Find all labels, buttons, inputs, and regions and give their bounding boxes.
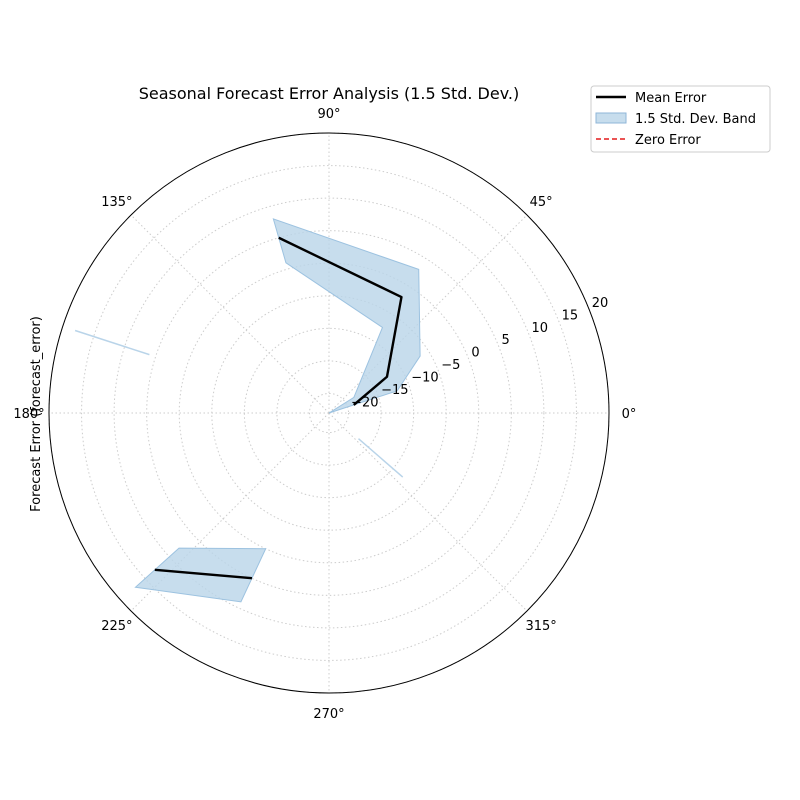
angle-tick-label: 0° [622, 407, 637, 422]
angle-tick-label: 180° [13, 407, 44, 422]
chart-title: Seasonal Forecast Error Analysis (1.5 St… [139, 84, 520, 103]
radial-tick-label: −15 [381, 383, 408, 398]
radial-tick-label: 0 [471, 346, 479, 361]
std-dev-band-sliver-1 [357, 438, 404, 478]
legend-label-mean-error: Mean Error [635, 91, 707, 106]
radial-grid-circle-0 [308, 392, 350, 434]
radial-tick-label: −10 [411, 371, 438, 386]
legend-label-std-band: 1.5 Std. Dev. Band [635, 112, 756, 127]
mean-error-line-segment-2 [154, 568, 253, 580]
radial-grid-circle-5 [146, 230, 512, 596]
legend-frame [590, 85, 771, 153]
polar-frame [48, 132, 610, 694]
radial-tick-label: 10 [532, 321, 549, 336]
angular-grid-spoke-7 [328, 412, 528, 612]
legend-label-zero-error: Zero Error [635, 133, 701, 148]
angle-tick-label: 90° [317, 107, 340, 122]
radial-tick-label: 15 [562, 308, 579, 323]
angular-grid-spoke-1 [328, 214, 528, 414]
radial-tick-label: −5 [441, 358, 460, 373]
radial-grid-circle-6 [113, 197, 545, 629]
mean-error-line-segment-1 [278, 236, 403, 406]
radial-tick-label: −20 [351, 396, 378, 411]
radial-tick-label: 20 [592, 296, 609, 311]
radial-tick-label: 5 [501, 333, 509, 348]
std-dev-band-sliver-0 [74, 329, 150, 356]
std-dev-band-segment-1 [272, 218, 421, 414]
tick-label-layer: 0° 45° 90° 135° 180° 225° 270° 315° −20−15−10−5 0… [13, 107, 636, 722]
angular-grid-spoke-3 [130, 214, 330, 414]
y-axis-label: Forecast Error (forecast_error) [29, 316, 44, 512]
mean-error-layer [154, 236, 403, 580]
angle-tick-label: 135° [101, 195, 132, 210]
polar-outer-circle [48, 132, 610, 694]
legend-swatch-std-band [595, 112, 627, 124]
legend: Mean Error 1.5 Std. Dev. Band Zero Error [590, 85, 771, 153]
radial-grid-circle-7 [81, 165, 577, 661]
angle-tick-label: 270° [313, 707, 344, 722]
angle-tick-label: 45° [530, 195, 553, 210]
angle-tick-label: 315° [525, 619, 556, 634]
angle-tick-label: 225° [101, 619, 132, 634]
